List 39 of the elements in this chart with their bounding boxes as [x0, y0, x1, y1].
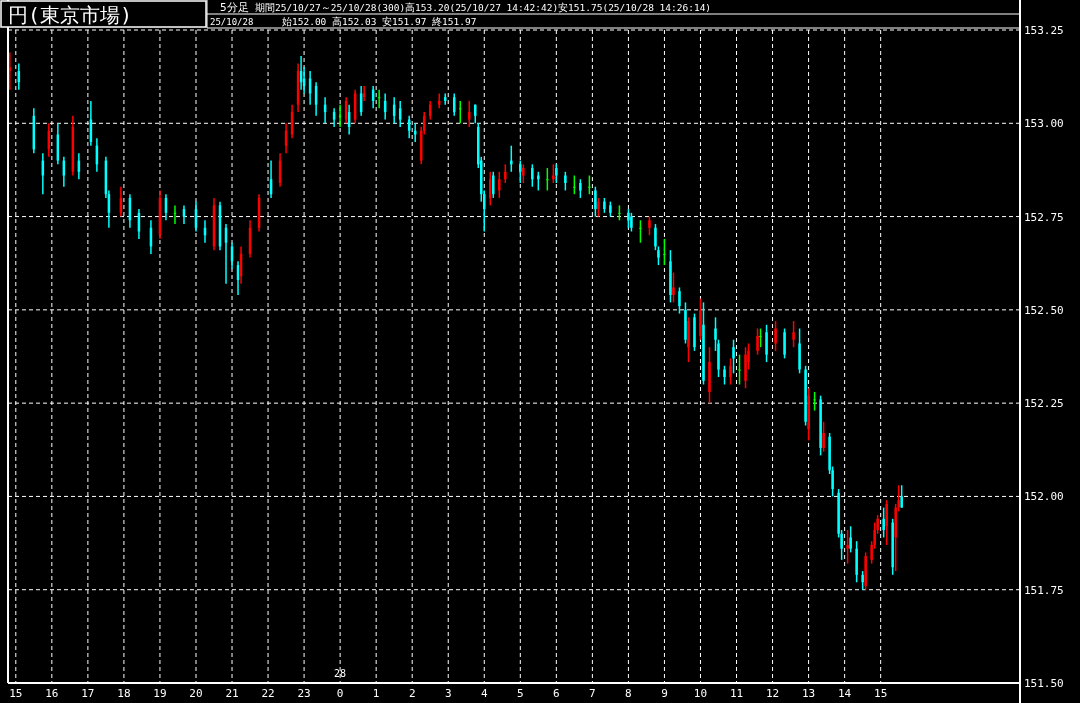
x-tick-label: 16	[45, 687, 59, 700]
y-tick-label: 153.25	[1024, 24, 1064, 37]
x-tick-label: 15	[874, 687, 888, 700]
text: 始152.00 高152.03 安151.97 終151.97	[282, 16, 477, 27]
y-tick-label: 152.00	[1024, 490, 1064, 504]
text: 25/10/28	[210, 17, 254, 27]
x-tick-label: 2	[408, 687, 416, 700]
x-tick-label: 10	[693, 687, 708, 700]
y-tick-label: 152.25	[1024, 397, 1064, 411]
x-tick-label: 11	[729, 687, 744, 700]
x-tick-label: 12	[765, 687, 780, 700]
x-tick-label: 22	[261, 687, 275, 700]
y-tick-label: 152.75	[1024, 210, 1064, 224]
x-tick-label: 13	[801, 687, 816, 700]
x-tick-label: 5	[516, 687, 524, 700]
x-tick-label: 7	[589, 687, 596, 700]
x-tick-label: 20	[189, 687, 203, 700]
x-tick-label: 18	[117, 687, 131, 700]
x-tick-label: 3	[444, 687, 452, 700]
y-tick-label: 151.50	[1024, 677, 1064, 690]
x-tick-label: 4	[480, 687, 488, 700]
x-tick-label: 14	[838, 687, 852, 700]
text: 期間25/10/27～25/10/28(300)高153.20(25/10/27 14:42:42)安151.75(25/10/28 14:26:14)	[255, 2, 712, 13]
y-tick-label: 152.50	[1024, 303, 1064, 317]
chart-title: 円(東京市場)	[8, 3, 133, 27]
x-tick-label: 9	[661, 687, 668, 700]
x-tick-label: 17	[81, 687, 95, 700]
y-tick-label: 151.75	[1024, 583, 1064, 597]
x-tick-label: 0	[336, 687, 344, 700]
x-tick-label: 15	[9, 687, 23, 700]
x-tick-label: 1	[372, 687, 380, 700]
y-tick-label: 153.00	[1024, 117, 1064, 131]
x-tick-label: 19	[153, 687, 167, 700]
x-tick-label: 23	[297, 687, 311, 700]
annotation: 28	[334, 668, 347, 679]
x-tick-label: 8	[625, 687, 632, 700]
x-tick-label: 21	[225, 687, 239, 700]
text: 5分足	[220, 1, 249, 14]
x-tick-label: 6	[553, 687, 560, 700]
